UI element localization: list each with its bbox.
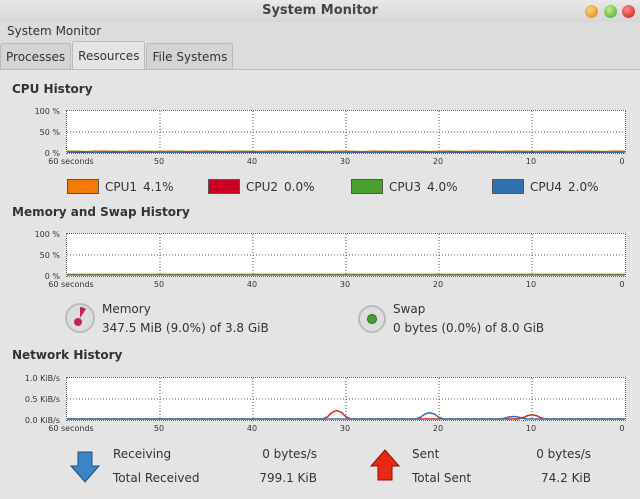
x-tick-label: 50 xyxy=(153,424,165,433)
cpu1-color-swatch[interactable] xyxy=(67,179,99,194)
tab-file-systems[interactable]: File Systems xyxy=(146,43,234,69)
x-tick-label: 10 xyxy=(525,280,537,289)
cpu1-label: CPU1 xyxy=(105,179,138,194)
cpu2-value: 0.0% xyxy=(284,179,315,194)
y-tick-label: 50 % xyxy=(39,128,60,137)
window-title: System Monitor xyxy=(262,3,378,18)
x-tick-label: 20 xyxy=(432,424,444,433)
tab-resources[interactable]: Resources xyxy=(72,41,146,69)
netplot-svg xyxy=(67,378,625,420)
legend-cpu3[interactable]: CPU3 4.0% xyxy=(351,179,458,194)
total-sent-value: 74.2 KiB xyxy=(541,471,591,485)
cpuplot-svg xyxy=(67,111,625,153)
x-tick-label: 10 xyxy=(525,157,537,166)
x-tick-label: 30 xyxy=(339,157,351,166)
minimize-button[interactable] xyxy=(585,5,598,18)
x-tick-label: 0 xyxy=(619,157,625,166)
swap-pie-icon[interactable] xyxy=(357,304,387,334)
y-tick-label: 100 % xyxy=(34,107,60,116)
cpu3-color-swatch[interactable] xyxy=(351,179,383,194)
x-tick-label: 20 xyxy=(432,280,444,289)
total-received-value: 799.1 KiB xyxy=(259,471,317,485)
x-tick-label: 10 xyxy=(525,424,537,433)
x-tick-label: 0 xyxy=(619,424,625,433)
cpu1-value: 4.1% xyxy=(143,179,174,194)
close-button[interactable] xyxy=(622,5,635,18)
y-tick-label: 0 % xyxy=(44,272,60,281)
sent-label: Sent xyxy=(412,447,440,461)
y-tick-label: 100 % xyxy=(34,230,60,239)
y-tick-label: 0.5 KiB/s xyxy=(24,395,60,404)
x-tick-label: 50 xyxy=(153,157,165,166)
x-tick-label: 40 xyxy=(246,157,258,166)
tab-bar: Processes Resources File Systems xyxy=(0,41,234,70)
legend-cpu4[interactable]: CPU4 2.0% xyxy=(492,179,599,194)
x-tick-label: 50 xyxy=(153,280,165,289)
legend-cpu1[interactable]: CPU1 4.1% xyxy=(67,179,174,194)
sent-arrow-up-icon xyxy=(370,449,400,481)
x-tick-label: 20 xyxy=(432,157,444,166)
menu-system-monitor[interactable]: System Monitor xyxy=(7,24,102,38)
y-tick-label: 0 % xyxy=(44,149,60,158)
window-titlebar: System Monitor xyxy=(0,0,640,22)
network-history-graph xyxy=(66,377,626,421)
receiving-line xyxy=(67,411,625,420)
x-tick-label: 40 xyxy=(246,424,258,433)
total-received-label: Total Received xyxy=(113,471,200,485)
memory-history-heading: Memory and Swap History xyxy=(12,205,190,219)
cpu2-label: CPU2 xyxy=(246,179,279,194)
memory-history-graph xyxy=(66,233,626,277)
cpu3-value: 4.0% xyxy=(427,179,458,194)
cpu4-color-swatch[interactable] xyxy=(492,179,524,194)
x-tick-label: 30 xyxy=(339,280,351,289)
memory-label: Memory xyxy=(102,302,151,316)
swap-value: 0 bytes (0.0%) of 8.0 GiB xyxy=(393,321,545,335)
x-tick-label: 60 seconds xyxy=(48,280,94,289)
cpu-history-heading: CPU History xyxy=(12,82,93,96)
y-tick-label: 0.0 KiB/s xyxy=(24,416,60,425)
cpu2-color-swatch[interactable] xyxy=(208,179,240,194)
total-sent-label: Total Sent xyxy=(412,471,472,485)
cpu4-value: 2.0% xyxy=(568,179,599,194)
memory-pie-icon[interactable] xyxy=(64,302,96,334)
cpu4-label: CPU4 xyxy=(530,179,563,194)
receiving-arrow-down-icon xyxy=(70,451,100,483)
y-tick-label: 1.0 KiB/s xyxy=(24,374,60,383)
tab-processes[interactable]: Processes xyxy=(0,43,72,69)
y-tick-label: 50 % xyxy=(39,251,60,260)
network-history-heading: Network History xyxy=(12,348,123,362)
cpu3-label: CPU3 xyxy=(389,179,422,194)
x-tick-label: 0 xyxy=(619,280,625,289)
maximize-button[interactable] xyxy=(604,5,617,18)
x-tick-label: 30 xyxy=(339,424,351,433)
x-tick-label: 40 xyxy=(246,280,258,289)
cpu-history-graph xyxy=(66,110,626,154)
legend-cpu2[interactable]: CPU2 0.0% xyxy=(208,179,315,194)
memplot-svg xyxy=(67,234,625,276)
memory-value: 347.5 MiB (9.0%) of 3.8 GiB xyxy=(102,321,269,335)
cpu4-line xyxy=(67,151,625,153)
x-tick-label: 60 seconds xyxy=(48,157,94,166)
swap-label: Swap xyxy=(393,302,426,316)
x-tick-label: 60 seconds xyxy=(48,424,94,433)
sent-value: 0 bytes/s xyxy=(536,447,591,461)
receiving-value: 0 bytes/s xyxy=(262,447,317,461)
receiving-label: Receiving xyxy=(113,447,172,461)
